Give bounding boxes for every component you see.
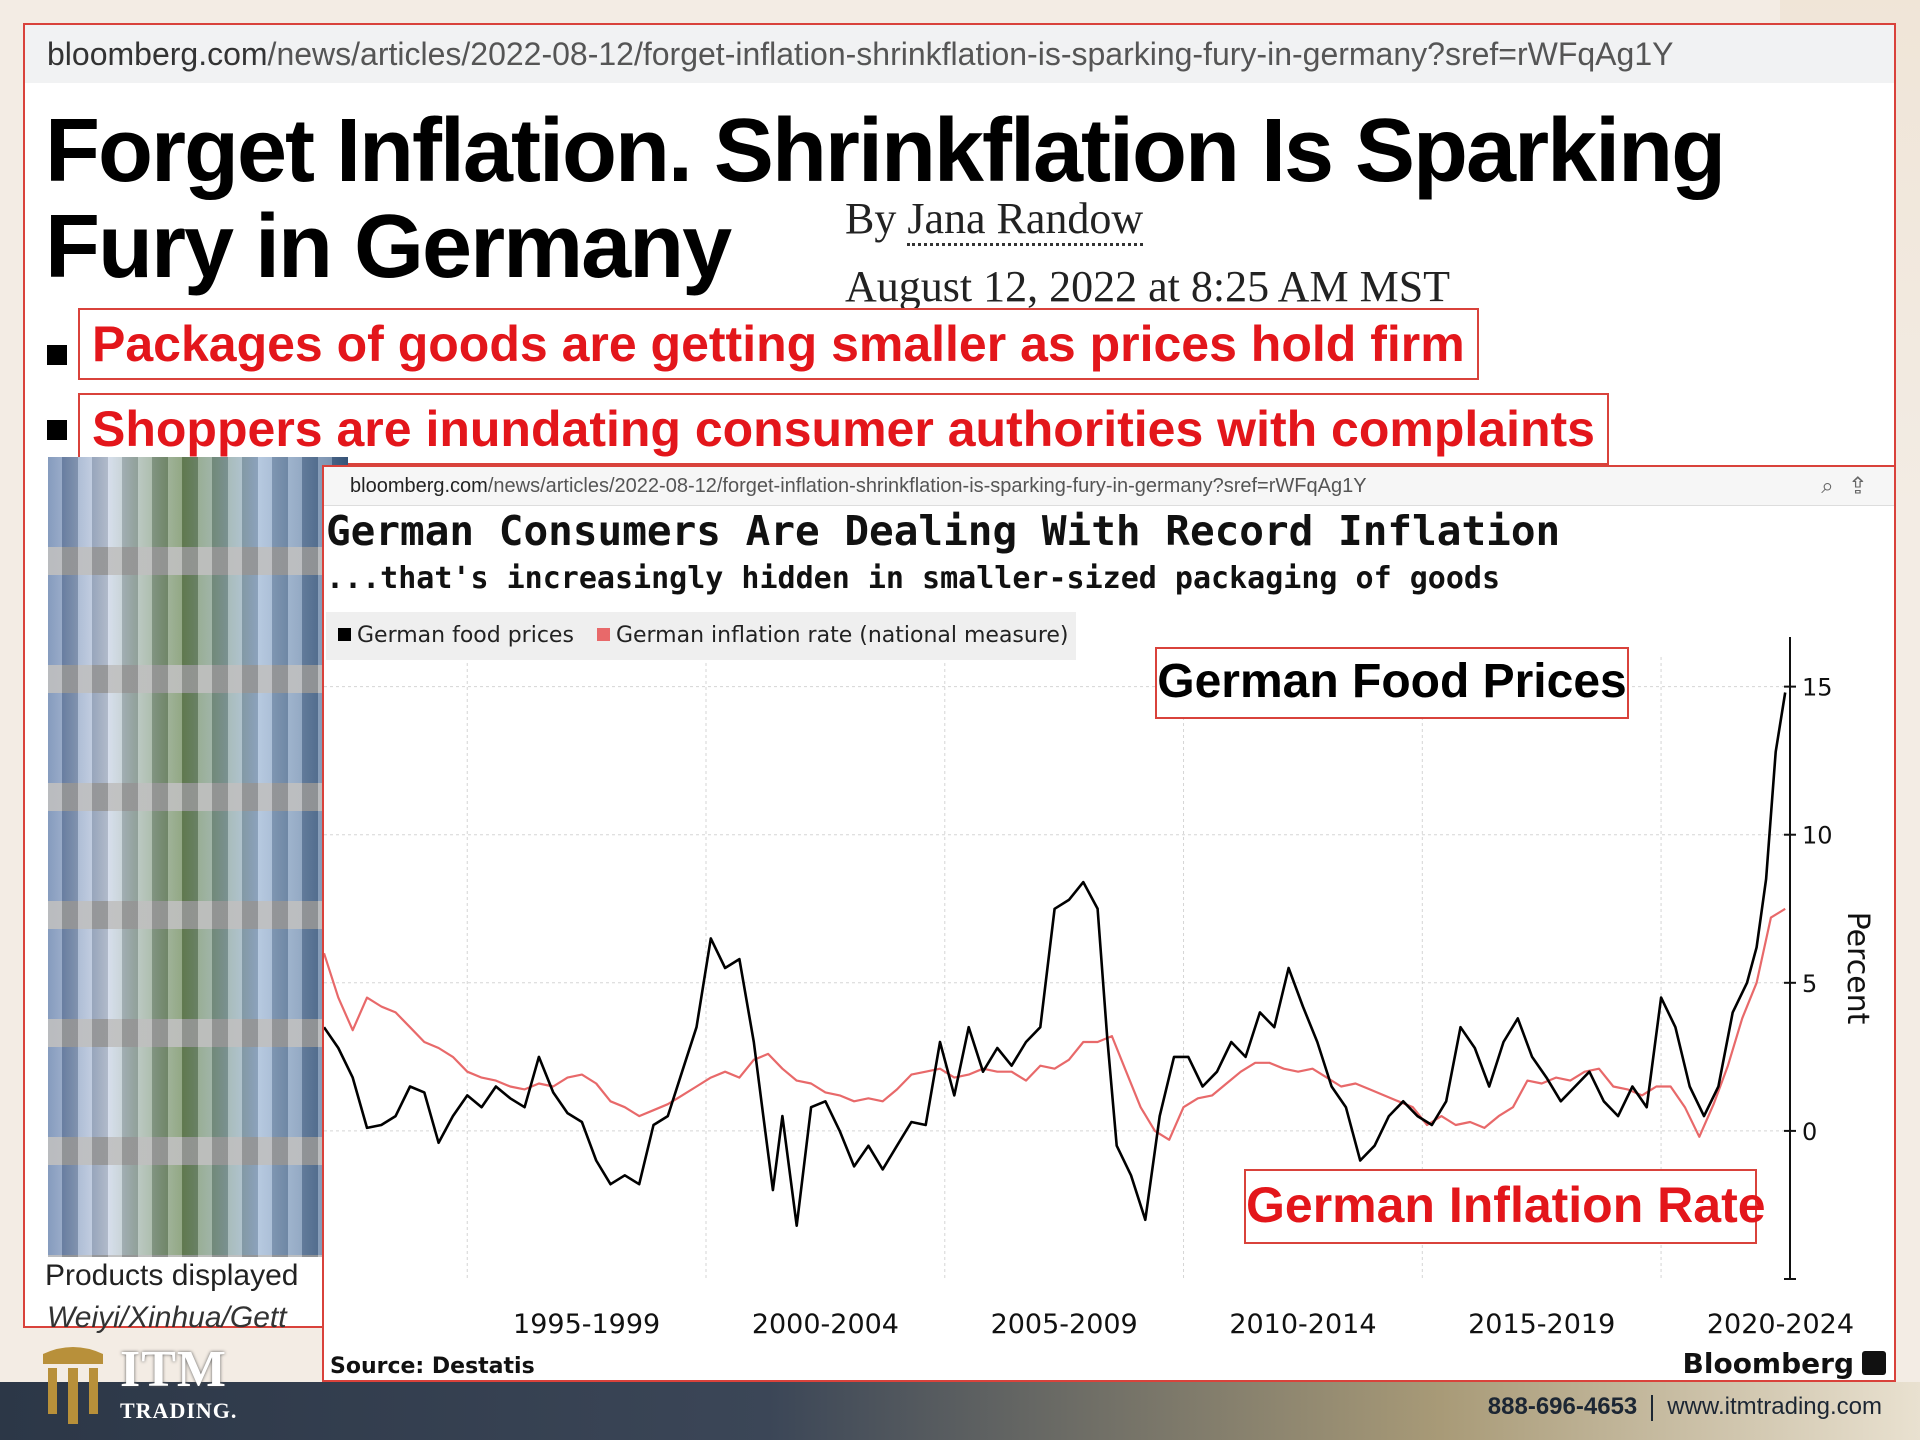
legend-swatch-food	[338, 627, 351, 641]
chart-legend: German food prices German inflation rate…	[326, 612, 1076, 660]
annotation-inflation-rate: German Inflation Rate	[1244, 1169, 1766, 1244]
bullet-marker-1	[47, 345, 67, 365]
chart-title: German Consumers Are Dealing With Record…	[326, 507, 1561, 555]
contact-info: 888-696-4653 www.itmtrading.com	[1488, 1393, 1882, 1421]
photo-caption: Products displayed	[45, 1259, 299, 1292]
phone-number[interactable]: 888-696-4653	[1487, 1393, 1638, 1420]
headline-line-2: Fury in Germany	[45, 197, 732, 297]
legend-label-inflation: German inflation rate (national measure)	[615, 623, 1069, 648]
chart-screenshot: bloomberg.com/news/articles/2022-08-12/f…	[322, 465, 1896, 1382]
brand-name: ITM	[120, 1341, 227, 1398]
publish-date: August 12, 2022 at 8:25 AM MST	[845, 262, 1451, 311]
chart-source: Source: Destatis	[330, 1354, 535, 1379]
x-tick-label-1: 2000-2004	[752, 1309, 899, 1340]
line-chart: 0 5 10 15 Percent 1995-1999 2000-2004 2005-2009…	[324, 637, 1875, 1340]
supermarket-photo	[48, 457, 348, 1257]
article-headline: Forget Inflation. Shrinkflation Is Spark…	[45, 103, 1885, 295]
y-axis-title: Percent	[1840, 912, 1875, 1025]
byline: By Jana Randow	[845, 193, 1144, 246]
x-tick-label-4: 2015-2019	[1468, 1309, 1615, 1340]
chart-url-bar[interactable]: bloomberg.com/news/articles/2022-08-12/f…	[324, 467, 1894, 506]
article-url-bar[interactable]: bloomberg.com/news/articles/2022-08-12/f…	[25, 25, 1894, 83]
bloomberg-icon	[1862, 1351, 1886, 1375]
byline-prefix: By	[845, 194, 908, 243]
y-tick-label-0: 0	[1802, 1118, 1817, 1146]
contact-divider	[1651, 1394, 1654, 1421]
x-tick-label-5: 2020-2024	[1707, 1309, 1854, 1340]
y-tick-label-2: 10	[1802, 822, 1833, 850]
photo-credit: Weiyi/Xinhua/Gett	[47, 1301, 287, 1334]
bullet-marker-2	[47, 420, 67, 440]
y-tick-label-3: 15	[1802, 674, 1833, 702]
y-tick-label-1: 5	[1802, 970, 1817, 998]
bloomberg-brand: Bloomberg	[1682, 1347, 1854, 1380]
bullet-callout-1: Packages of goods are getting smaller as…	[78, 308, 1479, 380]
chart-subtitle: ...that's increasingly hidden in smaller…	[326, 561, 1500, 596]
chart-url-path: /news/articles/2022-08-12/forget-inflati…	[487, 475, 1367, 497]
x-tick-label-2: 2005-2009	[991, 1309, 1138, 1340]
series-line-food-prices	[324, 692, 1787, 1228]
x-tick-label-3: 2010-2014	[1229, 1309, 1376, 1340]
website-link[interactable]: www.itmtrading.com	[1667, 1393, 1882, 1420]
url-path: /news/articles/2022-08-12/forget-inflati…	[267, 36, 1674, 72]
x-tick-label-0: 1995-1999	[513, 1309, 660, 1340]
footer-bar	[0, 1382, 1920, 1440]
itm-logo-icon	[43, 1347, 103, 1424]
url-domain: bloomberg.com	[47, 36, 268, 72]
brand-subname: TRADING.	[120, 1398, 238, 1423]
annotation-food-prices: German Food Prices	[1155, 647, 1629, 719]
url-bar-icons: ⌕⇪	[1821, 467, 1882, 505]
legend-swatch-inflation	[596, 627, 610, 641]
chart-url-domain: bloomberg.com	[350, 475, 488, 497]
bullet-callout-2: Shoppers are inundating consumer authori…	[78, 393, 1609, 465]
series-line-inflation-rate	[324, 907, 1786, 1141]
share-icon[interactable]: ⇪	[1851, 473, 1882, 498]
author-link[interactable]: Jana Randow	[907, 194, 1144, 246]
legend-label-food: German food prices	[357, 623, 574, 648]
zoom-icon[interactable]: ⌕	[1821, 473, 1852, 498]
headline-line-1: Forget Inflation. Shrinkflation Is Spark…	[45, 101, 1726, 201]
